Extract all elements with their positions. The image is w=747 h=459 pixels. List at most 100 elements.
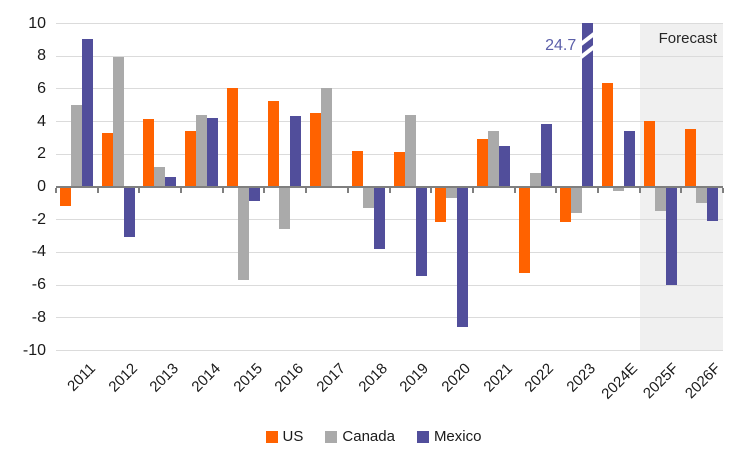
legend-label: US <box>282 428 304 445</box>
y-tick-label: 4 <box>37 112 46 130</box>
x-axis-line <box>56 185 723 188</box>
legend-label: Mexico <box>433 428 482 445</box>
y-tick-label: 8 <box>37 47 46 65</box>
legend-item-mexico: Mexico <box>416 428 482 445</box>
y-tick-label: 6 <box>37 79 46 97</box>
legend-swatch-canada <box>325 430 338 443</box>
axis-tick <box>346 187 349 193</box>
bar-mexico-2020 <box>457 186 469 328</box>
axis-tick <box>430 187 433 193</box>
bar-mexico-2019 <box>415 186 427 277</box>
axis-tick <box>596 187 599 193</box>
bar-mexico-2011 <box>82 39 93 187</box>
bar-canada-2019 <box>404 114 416 187</box>
plot-area: Forecast <box>55 23 724 351</box>
bar-canada-2011 <box>71 104 82 187</box>
bar-us-2012 <box>101 132 113 187</box>
bar-mexico-2022 <box>540 124 552 187</box>
bar-canada-2015 <box>237 186 249 280</box>
bar-canada-2021 <box>487 130 499 187</box>
axis-tick <box>96 187 99 193</box>
bar-us-2011 <box>60 186 71 207</box>
bar-mexico-2016 <box>290 116 302 187</box>
bar-canada-2017 <box>321 88 333 187</box>
axis-tick <box>263 187 266 193</box>
gridline <box>56 350 723 351</box>
bar-canada-2013 <box>154 166 166 187</box>
y-tick-label: -4 <box>31 243 46 261</box>
bar-us-2022 <box>518 186 530 274</box>
bar-us-2013 <box>143 119 155 187</box>
legend-item-us: US <box>265 428 304 445</box>
axis-tick <box>221 187 224 193</box>
axis-tick <box>513 187 516 193</box>
bar-mexico-2023 <box>582 23 594 187</box>
bar-canada-2016 <box>279 186 291 229</box>
bar-us-2023 <box>560 186 572 223</box>
y-tick-label: -2 <box>31 210 46 228</box>
y-tick-label: 0 <box>37 178 46 195</box>
bar-mexico-2012 <box>123 186 135 238</box>
bar-mexico-2025F <box>665 186 677 285</box>
gridline <box>56 23 723 24</box>
legend: US Canada Mexico <box>0 428 747 445</box>
gridline <box>56 88 723 90</box>
bar-mexico-2018 <box>373 186 385 249</box>
axis-tick <box>180 187 183 193</box>
axis-tick <box>638 187 641 193</box>
gridline <box>56 153 723 155</box>
bar-canada-2018 <box>362 186 374 208</box>
bar-mexico-2021 <box>498 145 510 187</box>
bar-us-2025F <box>643 121 655 187</box>
bar-mexico-2026F <box>707 186 719 221</box>
y-tick-label: -8 <box>31 308 46 326</box>
gridline <box>56 219 723 221</box>
legend-label: Canada <box>342 428 395 445</box>
axis-tick <box>388 187 391 193</box>
bar-us-2014 <box>185 130 197 187</box>
bar-us-2026F <box>685 129 697 187</box>
legend-swatch-us <box>265 430 278 443</box>
y-tick-label: -10 <box>22 341 46 359</box>
axis-tick <box>55 187 57 193</box>
gridline <box>56 284 723 286</box>
bar-us-2016 <box>268 101 280 187</box>
y-tick-label: 2 <box>37 145 46 163</box>
bar-canada-2022 <box>529 173 541 187</box>
bar-canada-2025F <box>654 186 666 212</box>
bar-mexico-2024E <box>623 130 635 187</box>
gridline <box>56 121 723 123</box>
gridline <box>56 317 723 319</box>
axis-tick <box>680 187 683 193</box>
clipped-value-label: 24.7 <box>545 37 577 54</box>
axis-tick <box>305 187 308 193</box>
bar-mexico-2013 <box>165 176 177 187</box>
bar-canada-2023 <box>571 186 583 213</box>
bar-canada-2012 <box>112 57 124 187</box>
bar-mexico-2014 <box>207 117 219 187</box>
bar-mexico-2015 <box>248 186 260 202</box>
axis-tick <box>722 187 724 193</box>
axis-tick <box>471 187 474 193</box>
bar-us-2017 <box>310 112 322 187</box>
bar-canada-2020 <box>446 186 458 198</box>
y-tick-label: -6 <box>31 276 46 294</box>
legend-item-canada: Canada <box>325 428 395 445</box>
gridline <box>56 55 723 57</box>
axis-tick <box>138 187 141 193</box>
bar-us-2018 <box>351 150 363 187</box>
y-tick-label: 10 <box>28 14 46 32</box>
bar-canada-2014 <box>196 114 208 187</box>
axis-tick <box>555 187 558 193</box>
bar-canada-2026F <box>696 186 708 203</box>
bar-us-2020 <box>435 186 447 223</box>
forecast-label: Forecast <box>658 30 717 47</box>
bar-us-2019 <box>393 152 405 187</box>
bar-us-2015 <box>226 88 238 187</box>
bar-us-2024E <box>601 83 613 187</box>
bar-us-2021 <box>476 139 488 187</box>
gridline <box>56 251 723 253</box>
bar-canada-2024E <box>612 186 624 192</box>
legend-swatch-mexico <box>416 430 429 443</box>
